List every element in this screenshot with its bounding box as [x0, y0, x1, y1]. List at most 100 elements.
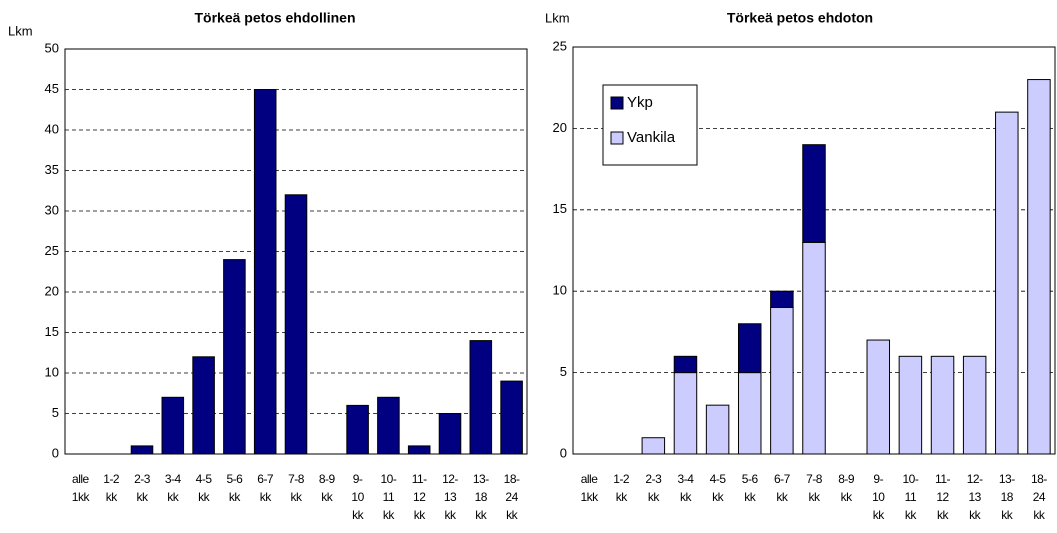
legend-label: Vankila [627, 129, 676, 146]
legend-swatch [610, 131, 624, 145]
x-tick-label: 9- [353, 472, 363, 486]
x-tick-label: kk [198, 490, 211, 504]
x-tick-label: 8-9 [319, 472, 336, 486]
bar [962, 355, 987, 455]
x-tick-label: kk [414, 508, 427, 522]
bar [866, 339, 891, 455]
x-tick-label: kk [937, 508, 950, 522]
bar [898, 355, 923, 455]
x-tick-label: alle [72, 472, 90, 486]
bar [802, 241, 826, 455]
y-tick-label: 35 [45, 162, 59, 177]
x-tick-label: 7-8 [806, 472, 823, 486]
x-tick-label: 8-9 [838, 472, 855, 486]
x-tick-label: 3-4 [165, 472, 182, 486]
x-tick-label: 24 [505, 490, 518, 504]
x-tick-label: 18 [475, 490, 488, 504]
x-tick-label: 18- [1031, 472, 1047, 486]
legend-swatch [610, 96, 624, 110]
x-tick-label: kk [506, 508, 519, 522]
y-tick-label: 25 [45, 243, 59, 258]
bar [995, 111, 1019, 455]
bar [284, 194, 308, 455]
x-tick-label: kk [1033, 508, 1046, 522]
x-tick-label: 4-5 [710, 472, 727, 486]
y-axis-label: Lkm [545, 10, 570, 25]
x-tick-label: 1-2 [103, 472, 120, 486]
bar [500, 380, 523, 455]
bar [407, 445, 431, 455]
x-tick-label: kk [352, 508, 365, 522]
x-tick-label: kk [712, 490, 725, 504]
bar [641, 437, 666, 455]
x-tick-label: 12 [936, 490, 949, 504]
y-tick-label: 25 [553, 38, 567, 53]
bar [223, 259, 246, 455]
x-tick-label: 5-6 [742, 472, 759, 486]
y-axis-label: Lkm [8, 23, 33, 38]
x-tick-label: kk [969, 508, 982, 522]
x-tick-label: kk [137, 490, 150, 504]
x-tick-label: 10- [902, 472, 918, 486]
bar [673, 372, 698, 455]
bar [192, 356, 215, 455]
bar [930, 355, 955, 455]
x-tick-label: kk [321, 490, 334, 504]
x-tick-label: 7-8 [288, 472, 305, 486]
x-tick-label: kk [905, 508, 918, 522]
x-tick-label: kk [744, 490, 757, 504]
y-tick-label: 10 [45, 364, 59, 379]
x-tick-label: kk [291, 490, 304, 504]
x-tick-label: kk [841, 490, 854, 504]
x-tick-label: 24 [1033, 490, 1046, 504]
bar [705, 404, 730, 455]
bar [469, 340, 493, 455]
x-tick-label: kk [229, 490, 242, 504]
x-tick-label: 4-5 [196, 472, 213, 486]
x-tick-label: kk [809, 490, 822, 504]
y-tick-label: 50 [45, 40, 59, 55]
x-tick-label: kk [383, 508, 396, 522]
y-tick-label: 20 [45, 283, 59, 298]
bar [770, 290, 794, 308]
x-tick-label: 2-3 [645, 472, 662, 486]
x-tick-label: kk [616, 490, 629, 504]
bar [673, 355, 698, 374]
y-tick-label: 5 [52, 405, 59, 420]
x-tick-label: alle [581, 472, 599, 486]
x-tick-label: 18 [1001, 490, 1014, 504]
x-tick-label: 5-6 [226, 472, 243, 486]
x-tick-label: 13- [999, 472, 1015, 486]
bar [770, 306, 794, 455]
plot-border [572, 46, 1056, 455]
x-tick-label: 18- [504, 472, 520, 486]
x-tick-label: 2-3 [134, 472, 151, 486]
bar [377, 396, 400, 455]
legend-label: Ykp [627, 94, 653, 111]
x-tick-label: kk [106, 490, 119, 504]
y-tick-label: 15 [45, 324, 59, 339]
x-tick-label: 10- [380, 472, 396, 486]
chart-title: Törkeä petos ehdollinen [194, 10, 355, 26]
x-tick-label: 6-7 [257, 472, 274, 486]
bar [737, 323, 762, 374]
x-tick-label: 12- [967, 472, 983, 486]
y-tick-label: 10 [553, 283, 567, 298]
x-tick-label: kk [680, 490, 693, 504]
plot-border [64, 48, 528, 455]
y-tick-label: 20 [553, 120, 567, 135]
y-tick-label: 15 [553, 201, 567, 216]
bar [253, 89, 277, 455]
x-tick-label: 6-7 [774, 472, 791, 486]
x-tick-label: 3-4 [678, 472, 695, 486]
bar [737, 372, 762, 455]
x-tick-label: 12- [442, 472, 458, 486]
x-tick-label: kk [1001, 508, 1014, 522]
bar [346, 404, 369, 455]
x-tick-label: 1kk [580, 490, 599, 504]
x-tick-label: 11 [905, 490, 917, 504]
x-tick-label: 10 [872, 490, 885, 504]
x-tick-label: 1kk [72, 490, 91, 504]
x-tick-label: kk [445, 508, 458, 522]
